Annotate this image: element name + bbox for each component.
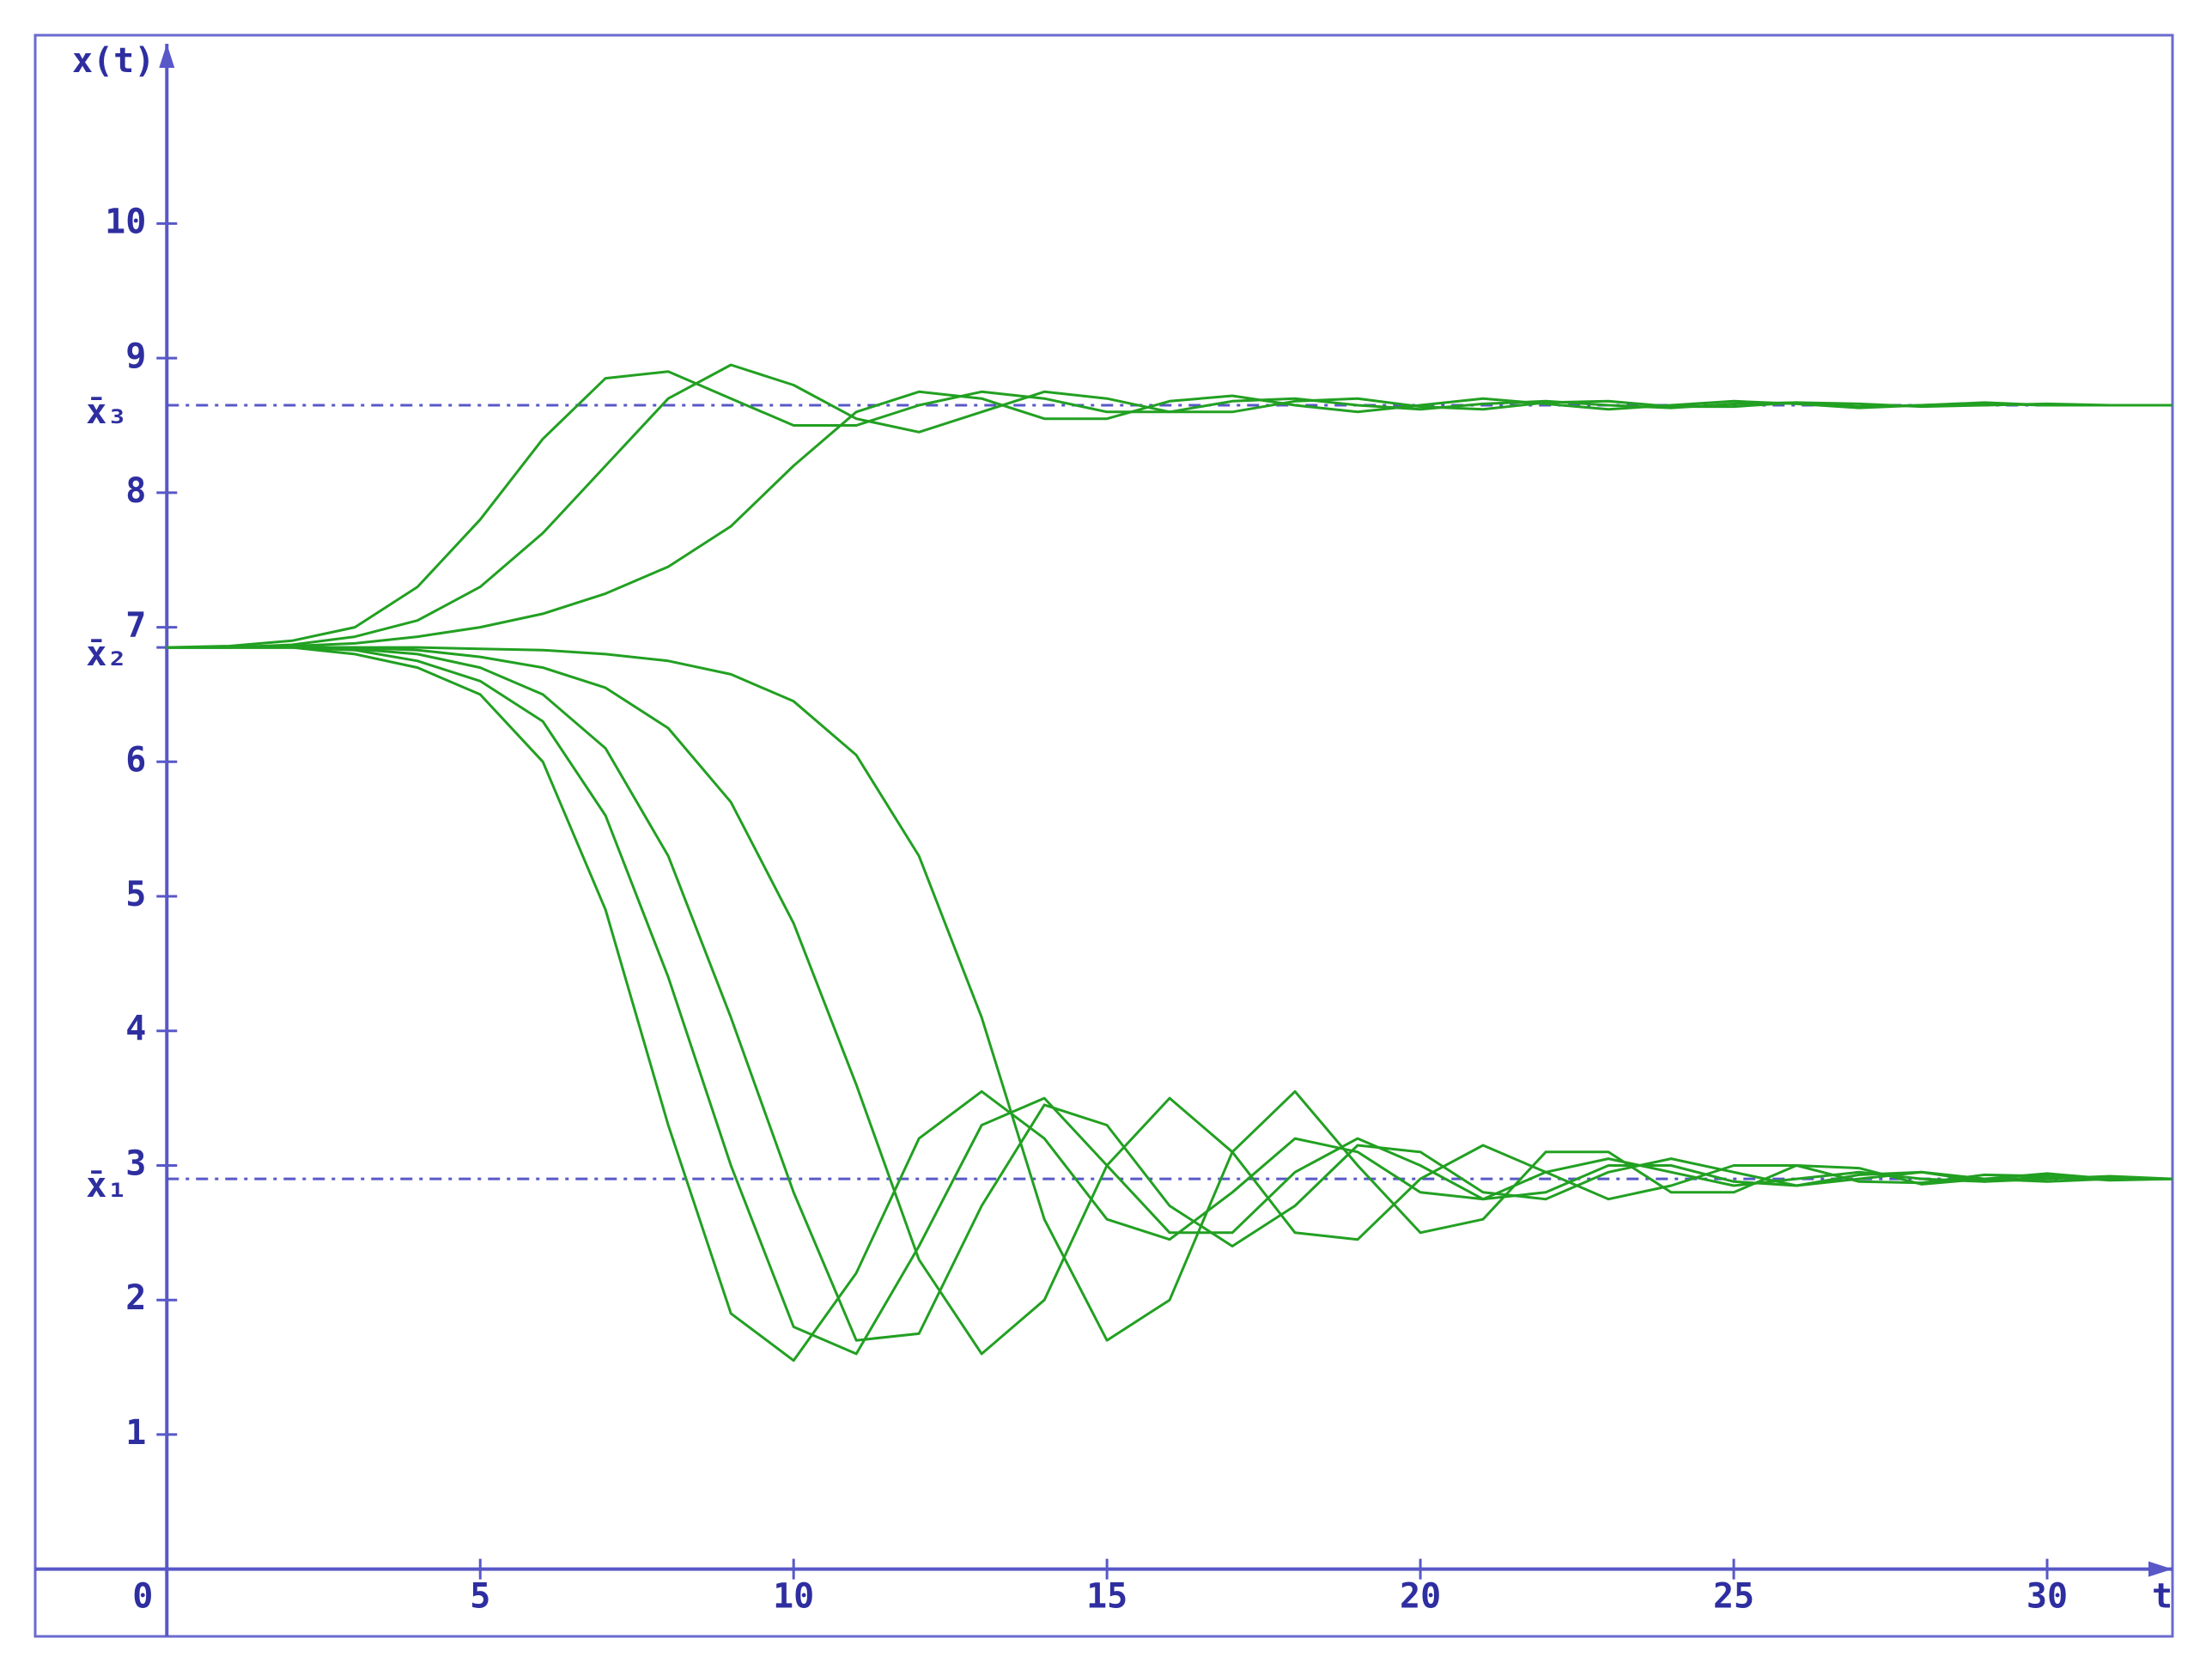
- trajectory: [167, 646, 2172, 1342]
- frame: [33, 33, 2174, 1638]
- x-tick-label: 30: [2027, 1577, 2068, 1617]
- x-axis-arrow: [2148, 1561, 2172, 1577]
- x-axis-label: t: [2152, 1577, 2172, 1617]
- y-tick-label: 8: [125, 471, 146, 511]
- reference-label: x̄₁: [86, 1166, 127, 1205]
- y-tick-label: 10: [105, 202, 146, 241]
- trajectory: [167, 646, 2172, 1342]
- x-tick-label: 25: [1713, 1577, 1754, 1617]
- y-tick-label: 4: [125, 1010, 146, 1049]
- trajectory: [167, 646, 2172, 1363]
- y-tick-label: 2: [125, 1278, 146, 1318]
- y-tick-label: 1: [125, 1413, 146, 1453]
- y-tick-label: 9: [125, 337, 146, 376]
- trajectory: [167, 390, 2172, 649]
- reference-label: x̄₃: [86, 392, 127, 432]
- x-tick-label: 0: [132, 1577, 153, 1617]
- x-tick-label: 10: [773, 1577, 814, 1617]
- x-tick-label: 5: [470, 1577, 490, 1617]
- y-axis-label: x(t): [72, 41, 155, 81]
- y-tick-label: 6: [125, 740, 146, 780]
- trajectory: [167, 646, 2173, 1356]
- y-tick-label: 7: [125, 606, 146, 646]
- reference-label: x̄₂: [86, 634, 127, 674]
- x-tick-label: 20: [1400, 1577, 1441, 1617]
- y-tick-label: 5: [125, 875, 146, 914]
- y-tick-label: 3: [125, 1144, 146, 1183]
- y-axis-arrow: [159, 44, 175, 68]
- trajectory: [167, 646, 2173, 1356]
- x-tick-label: 15: [1086, 1577, 1127, 1617]
- trajectory: [167, 363, 2172, 649]
